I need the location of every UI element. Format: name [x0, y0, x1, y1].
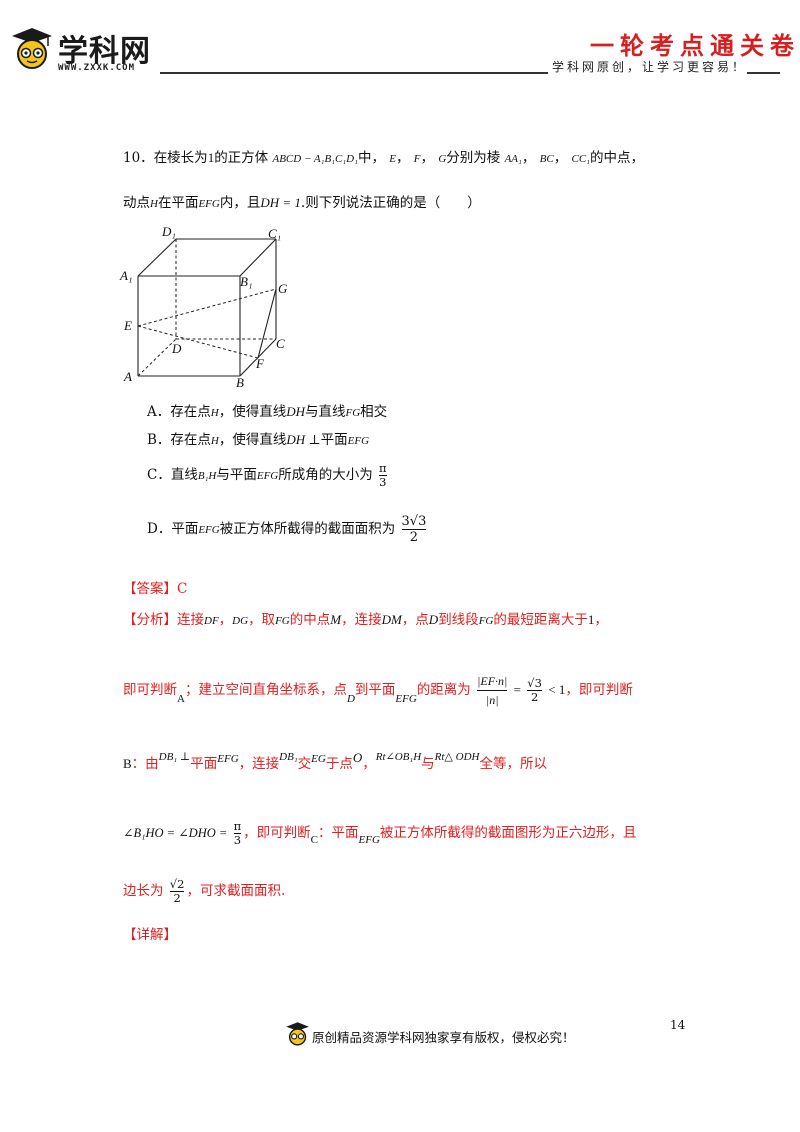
question-line-1: 10．在棱长为1的正方体 ABCD − A₁B₁C₁D₁中， E， F， G分别… — [123, 150, 644, 166]
edge-b1c1 — [239, 238, 277, 277]
banner-subtitle: 学科网原创，让学习更容易！ — [548, 58, 748, 75]
option-d[interactable]: D．平面EFG被正方体所截得的截面面积为 3√3 2 — [147, 514, 427, 545]
option-a[interactable]: A．存在点H，使得直线DH与直线FG相交 — [147, 404, 388, 420]
question-line-2: 动点H在平面EFG内，且DH = 1.则下列说法正确的是（ ） — [123, 195, 481, 211]
label-b: B — [236, 375, 244, 390]
label-e: E — [123, 318, 132, 333]
analysis-line-4: ∠B₁HO = ∠DHO = π 3 ，即可判断C：平面EFG被正方体所截得的截面图… — [123, 819, 637, 847]
fraction-root2-2: √2 2 — [169, 877, 185, 905]
label-a1: A₁ — [119, 268, 132, 283]
fraction-3root3-2: 3√3 2 — [401, 514, 427, 545]
logo-mascot-icon — [12, 28, 52, 69]
option-b[interactable]: B．存在点H，使得直线DH ⊥平面EFG — [147, 432, 370, 448]
header-rule — [160, 72, 780, 74]
fraction-distance: |EF·n| |n| — [477, 674, 508, 707]
answer-line: 【答案】C — [123, 579, 187, 599]
cube-figure: D₁ C₁ A₁ B₁ G E D C F A B — [119, 224, 288, 390]
label-a: A — [123, 369, 132, 384]
page-number: 14 — [670, 1018, 686, 1032]
analysis-line-2: 即可判断A；建立空间直角坐标系，点D到平面EFG的距离为 |EF·n| |n| =… — [123, 674, 633, 707]
segment-eg — [137, 288, 277, 327]
fraction-root3-2: √3 2 — [527, 676, 542, 704]
logo-text: 学科网 — [58, 34, 151, 69]
answer-tag: 【答案】 — [123, 581, 177, 597]
copyright-notice: 原创精品资源学科网独家享有版权，侵权必究！ — [312, 1030, 575, 1045]
edge-a1d1 — [137, 238, 177, 277]
segment-ef — [137, 325, 259, 359]
label-d: D — [171, 341, 182, 356]
banner-title: 一轮考点通关卷 — [590, 31, 800, 60]
analysis-line-3: B：由DB₁ ⊥平面EFG，连接DB₁交EG于点O，Rt∠OB₁H与Rt△ OD… — [123, 750, 547, 772]
segment-fg — [257, 288, 277, 359]
label-d1: D₁ — [161, 224, 176, 239]
cube-name: ABCD − A₁B₁C₁D₁ — [272, 153, 358, 165]
logo-url: WWW.ZXXK.COM — [58, 63, 136, 73]
question-number: 10． — [123, 150, 154, 166]
label-b1: B₁ — [240, 274, 252, 289]
analysis-tag: 【分析】 — [123, 612, 177, 628]
label-c1: C₁ — [268, 226, 281, 241]
analysis-line-5: 边长为 √2 2 ，可求截面面积. — [123, 877, 286, 905]
detail-tag: 【详解】 — [123, 927, 177, 943]
footer-mascot-icon — [286, 1022, 309, 1046]
label-g: G — [278, 281, 288, 296]
label-f: F — [255, 356, 265, 371]
header: 学科网 WWW.ZXXK.COM 一轮考点通关卷 学科网原创，让学习更容易！ — [0, 0, 800, 80]
answer-value: C — [177, 581, 188, 597]
edge-ad — [137, 338, 177, 377]
analysis-line-1: 【分析】连接DF，DG，取FG的中点M，连接DM，点D到线段FG的最短距离大于1… — [123, 612, 608, 628]
label-c: C — [276, 336, 285, 351]
